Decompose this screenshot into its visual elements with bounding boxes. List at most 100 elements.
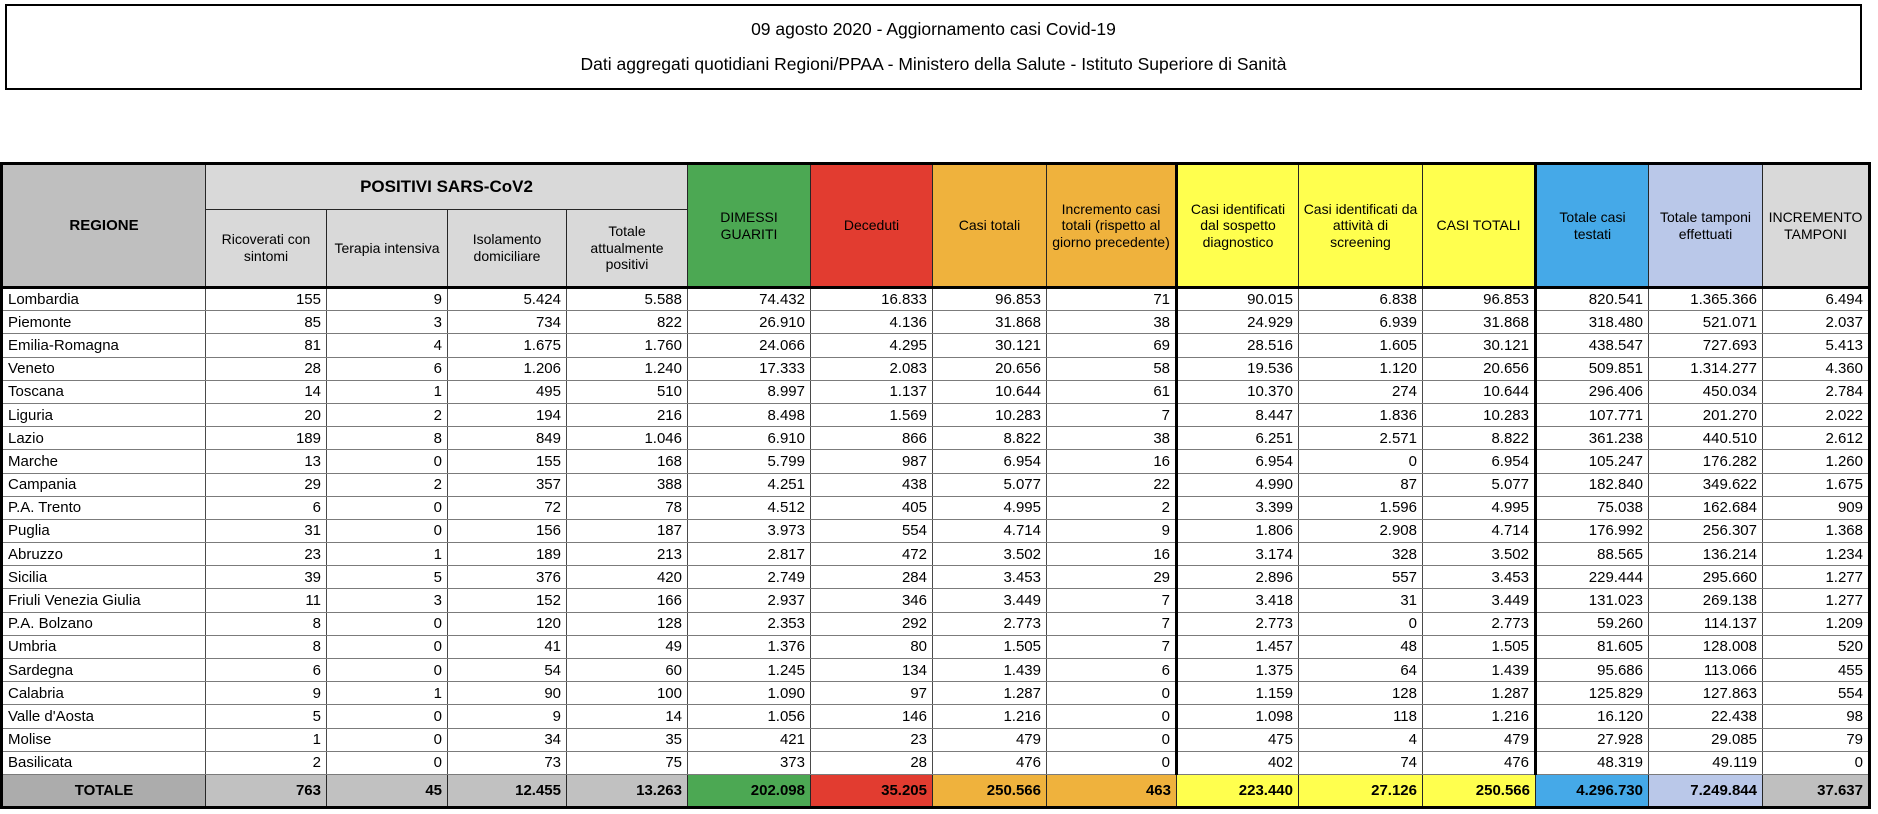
value-cell: 31.868 [1422,310,1536,335]
value-cell: 6 [1046,657,1177,683]
region-name-cell: Lombardia [1,286,206,312]
value-cell: 295.660 [1648,565,1763,590]
value-cell: 59.260 [1534,611,1649,636]
value-cell: 6.910 [687,426,811,451]
value-cell: 296.406 [1534,379,1649,404]
value-cell: 156 [447,518,567,544]
value-cell: 128.008 [1648,634,1763,660]
header-dimessi-guariti: DIMESSI GUARITI [687,163,811,288]
value-cell: 6.251 [1175,426,1299,451]
value-cell: 6.838 [1298,286,1423,312]
value-cell: 14 [566,704,688,729]
value-cell: 26.910 [687,310,811,335]
value-cell: 1.569 [810,402,933,428]
value-cell: 2.037 [1762,310,1870,335]
value-cell: 361.238 [1534,426,1649,451]
region-name-cell: Puglia [1,518,206,544]
value-cell: 81.605 [1534,634,1649,660]
value-cell: 1.505 [1422,634,1536,660]
value-cell: 8 [326,426,448,451]
value-cell: 3.502 [1422,542,1536,567]
table-row: Toscana 14 1 495 510 8.997 1.137 10.644 61 10.370… [1,379,1870,404]
value-cell: 6.954 [1175,449,1299,474]
value-cell: 2.908 [1298,518,1423,544]
value-cell: 4.990 [1175,472,1299,497]
value-cell: 49 [566,634,688,660]
value-cell: 421 [687,727,811,752]
value-cell: 554 [810,518,933,544]
header-totale-casi-testati: Totale casi testati [1534,163,1649,288]
value-cell: 35 [566,727,688,752]
value-cell: 0 [1298,449,1423,474]
value-cell: 30.121 [932,333,1047,358]
value-cell: 1 [205,727,327,752]
value-cell: 118 [1298,704,1423,729]
total-value-cell: 463 [1046,773,1177,808]
value-cell: 1.365.366 [1648,286,1763,312]
value-cell: 5.799 [687,449,811,474]
value-cell: 2.749 [687,565,811,590]
value-cell: 554 [1762,681,1870,706]
table-row: Emilia-Romagna 81 4 1.675 1.760 24.066 4.295 30… [1,333,1870,358]
value-cell: 4.251 [687,472,811,497]
value-cell: 8.822 [932,426,1047,451]
value-cell: 357 [447,472,567,497]
region-name-cell: Marche [1,449,206,474]
value-cell: 509.851 [1534,356,1649,381]
value-cell: 74.432 [687,286,811,312]
value-cell: 2.773 [1422,611,1536,636]
value-cell: 152 [447,588,567,613]
value-cell: 0 [326,750,448,775]
value-cell: 8 [205,634,327,660]
value-cell: 292 [810,611,933,636]
value-cell: 3.174 [1175,542,1299,567]
value-cell: 3.449 [1422,588,1536,613]
value-cell: 69 [1046,333,1177,358]
value-cell: 61 [1046,379,1177,404]
value-cell: 162.684 [1648,495,1763,520]
value-cell: 822 [566,310,688,335]
value-cell: 373 [687,750,811,775]
value-cell: 120 [447,611,567,636]
table-row: Liguria 20 2 194 216 8.498 1.569 10.283 7 8.447 1.… [1,402,1870,428]
value-cell: 4.360 [1762,356,1870,381]
value-cell: 6 [205,495,327,520]
value-cell: 213 [566,542,688,567]
value-cell: 16 [1046,449,1177,474]
table-row: Piemonte 85 3 734 822 26.910 4.136 31.868 38 24.9… [1,310,1870,335]
value-cell: 1.277 [1762,565,1870,590]
value-cell: 229.444 [1534,565,1649,590]
value-cell: 5.588 [566,286,688,312]
value-cell: 376 [447,565,567,590]
value-cell: 2 [326,402,448,428]
value-cell: 0 [1762,750,1870,775]
value-cell: 476 [1422,750,1536,775]
value-cell: 107.771 [1534,402,1649,428]
table-row: Valle d'Aosta 5 0 9 14 1.056 146 1.216 0 1.098 118… [1,704,1870,729]
value-cell: 256.307 [1648,518,1763,544]
region-name-cell: Piemonte [1,310,206,335]
value-cell: 2 [205,750,327,775]
value-cell: 176.282 [1648,449,1763,474]
total-value-cell: 13.263 [566,773,688,808]
total-value-cell: 35.205 [810,773,933,808]
value-cell: 0 [326,704,448,729]
value-cell: 1.206 [447,356,567,381]
table-row: P.A. Bolzano 8 0 120 128 2.353 292 2.773 7 2.773 0… [1,611,1870,636]
value-cell: 75.038 [1534,495,1649,520]
value-cell: 520 [1762,634,1870,660]
value-cell: 0 [326,657,448,683]
region-name-cell: P.A. Trento [1,495,206,520]
value-cell: 450.034 [1648,379,1763,404]
total-value-cell: 12.455 [447,773,567,808]
region-name-cell: Umbria [1,634,206,660]
value-cell: 476 [932,750,1047,775]
region-name-cell: Sicilia [1,565,206,590]
region-name-cell: Campania [1,472,206,497]
value-cell: 274 [1298,379,1423,404]
value-cell: 2 [1046,495,1177,520]
value-cell: 16 [1046,542,1177,567]
header-casi-screening: Casi identificati da attività di screeni… [1298,163,1423,288]
value-cell: 28 [810,750,933,775]
value-cell: 0 [1298,611,1423,636]
